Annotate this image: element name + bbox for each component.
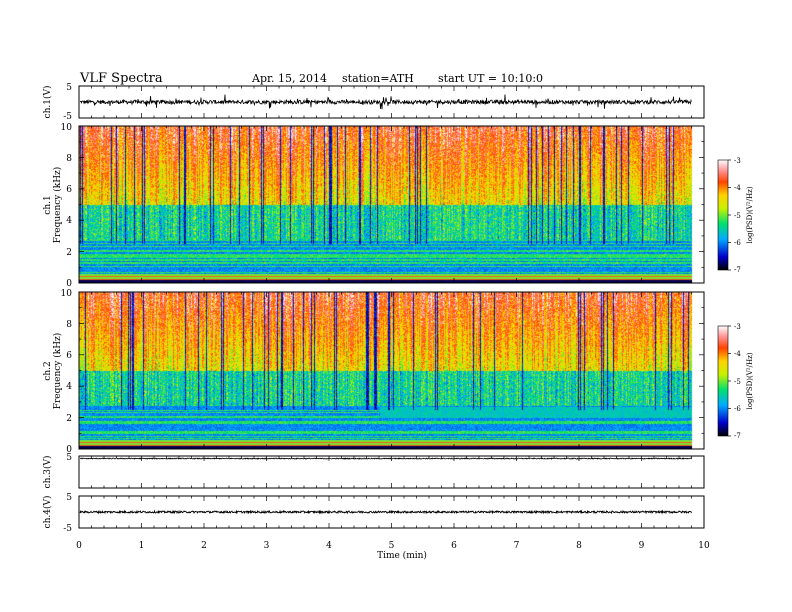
ch1-spectrogram-image bbox=[79, 126, 704, 283]
ytick-label: 6 bbox=[66, 351, 72, 361]
ylabel-ch4: ch.4(V) bbox=[42, 496, 53, 529]
panel-ticks bbox=[78, 456, 705, 488]
ytick-label: 6 bbox=[66, 185, 72, 195]
ylabel-ch1: ch.1(V) bbox=[42, 86, 53, 119]
colorbar-tick-label: -6 bbox=[734, 239, 741, 247]
ytick-label: 10 bbox=[61, 123, 73, 133]
ytick-label: -5 bbox=[63, 112, 72, 122]
colorbar-tick-label: -3 bbox=[734, 323, 741, 331]
ytick-label: 0 bbox=[66, 279, 72, 289]
panel-ch1-timeseries: 5 -5 ch.1(V) bbox=[42, 83, 705, 122]
x-tick-label: 6 bbox=[451, 541, 457, 551]
panel-ch4-timeseries: 5 -5 ch.4(V) bbox=[42, 493, 705, 534]
panel-ch1-spectrogram: 10 8 6 4 2 0 ch.1 Frequency (kHz) -3 -4 … bbox=[43, 123, 754, 289]
ytick-label: 2 bbox=[66, 414, 72, 424]
colorbar-label: log(PSD)(V²/Hz) bbox=[746, 352, 754, 409]
x-tick-label: 9 bbox=[639, 541, 645, 551]
colorbar-ch2 bbox=[717, 325, 729, 437]
ytick-label: 5 bbox=[66, 493, 72, 503]
ytick-label: 8 bbox=[66, 154, 72, 164]
colorbar-label: log(PSD)(V²/Hz) bbox=[746, 186, 754, 243]
ch4-signal-line bbox=[79, 509, 692, 515]
x-axis-label: Time (min) bbox=[377, 550, 427, 561]
x-tick-label: 2 bbox=[201, 541, 207, 551]
x-axis-tick-labels: 0 1 2 3 4 5 6 7 8 9 10 bbox=[76, 541, 710, 551]
ylabel-ch2-frequency: Frequency (kHz) bbox=[52, 333, 63, 410]
ytick-label: 2 bbox=[66, 248, 72, 258]
colorbar-ch1 bbox=[717, 159, 729, 271]
x-tick-label: 3 bbox=[264, 541, 270, 551]
figure-title: VLF Spectra bbox=[79, 71, 163, 86]
panel-ch2-spectrogram: 10 8 6 4 2 0 ch.2 Frequency (kHz) -3 -4 … bbox=[43, 289, 754, 455]
x-tick-label: 0 bbox=[76, 541, 82, 551]
ytick-label: 5 bbox=[66, 453, 72, 463]
panel-ticks bbox=[78, 86, 705, 118]
colorbar-ticks bbox=[728, 325, 731, 437]
ylabel-ch3: ch.3(V) bbox=[42, 456, 53, 489]
ytick-label: 4 bbox=[66, 382, 72, 392]
ch3-signal-line bbox=[79, 457, 692, 460]
station-label: station=ATH bbox=[342, 72, 414, 85]
colorbar-tick-label: -4 bbox=[734, 350, 741, 358]
start-time-label: start UT = 10:10:0 bbox=[438, 72, 543, 85]
ch2-spectrogram-image bbox=[79, 292, 704, 449]
colorbar-tick-label: -3 bbox=[734, 157, 741, 165]
x-tick-label: 1 bbox=[139, 541, 145, 551]
x-tick-label: 4 bbox=[326, 541, 332, 551]
colorbar-tick-label: -5 bbox=[734, 378, 741, 386]
date-label: Apr. 15, 2014 bbox=[251, 72, 327, 85]
ytick-label: 10 bbox=[61, 289, 73, 299]
ytick-label: 4 bbox=[66, 216, 72, 226]
ylabel-ch1-frequency: Frequency (kHz) bbox=[52, 167, 63, 244]
ylabel-ch2-channel: ch.2 bbox=[43, 361, 53, 380]
panel-ticks bbox=[78, 291, 705, 450]
ytick-label: 0 bbox=[66, 445, 72, 455]
x-tick-label: 8 bbox=[576, 541, 582, 551]
colorbar-tick-label: -4 bbox=[734, 184, 741, 192]
x-tick-label: 7 bbox=[514, 541, 520, 551]
colorbar-tick-label: -6 bbox=[734, 405, 741, 413]
ytick-label: 8 bbox=[66, 320, 72, 330]
colorbar-tick-label: -7 bbox=[734, 266, 741, 274]
panel-ticks bbox=[78, 125, 705, 284]
ytick-label: 5 bbox=[66, 83, 72, 93]
colorbar-ticks bbox=[728, 159, 731, 271]
colorbar-tick-label: -7 bbox=[734, 432, 741, 440]
colorbar-tick-label: -5 bbox=[734, 212, 741, 220]
panel-ticks bbox=[78, 496, 705, 528]
ylabel-ch1-channel: ch.1 bbox=[43, 195, 53, 214]
x-tick-label: 5 bbox=[389, 541, 395, 551]
x-tick-label: 10 bbox=[698, 541, 710, 551]
panel-ch3-timeseries: 5 ch.3(V) bbox=[42, 453, 705, 489]
ch1-signal-line bbox=[79, 94, 692, 110]
ytick-label: -5 bbox=[63, 524, 72, 534]
